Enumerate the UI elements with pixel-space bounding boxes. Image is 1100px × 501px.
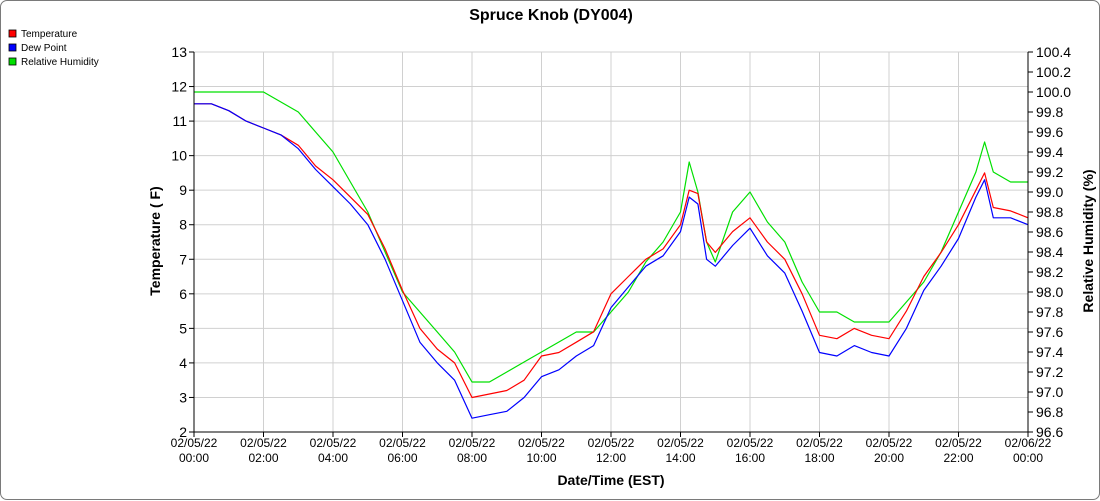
x-tick-time: 18:00 bbox=[804, 451, 834, 465]
x-tick-time: 22:00 bbox=[943, 451, 973, 465]
x-tick-date: 02/05/22 bbox=[657, 436, 704, 450]
legend-swatch bbox=[8, 29, 17, 38]
y-axis-label: Temperature ( F) bbox=[147, 186, 163, 295]
right-tick-label: 100.4 bbox=[1036, 44, 1071, 60]
x-tick-time: 04:00 bbox=[318, 451, 348, 465]
right-tick-label: 97.8 bbox=[1036, 304, 1063, 320]
series-line-dew-point bbox=[194, 103, 1029, 419]
chart-title: Spruce Knob (DY004) bbox=[469, 7, 633, 24]
right-tick-label: 98.8 bbox=[1036, 204, 1063, 220]
x-tick-time: 02:00 bbox=[248, 451, 278, 465]
left-tick-label: 4 bbox=[179, 355, 187, 371]
x-tick-date: 02/05/22 bbox=[588, 436, 635, 450]
right-tick-label: 97.0 bbox=[1036, 384, 1063, 400]
x-tick-date: 02/05/22 bbox=[310, 436, 357, 450]
left-tick-label: 2 bbox=[179, 424, 187, 440]
x-tick-date: 02/05/22 bbox=[866, 436, 913, 450]
series-line-temperature bbox=[194, 103, 1029, 399]
left-tick-label: 5 bbox=[179, 320, 187, 336]
right-tick-label: 96.8 bbox=[1036, 404, 1063, 420]
right-tick-label: 97.2 bbox=[1036, 364, 1063, 380]
right-axis-ticks: 96.6 96.8 97.0 97.2 97.4 97.6 97.8 98.0 98.2 98.4… bbox=[1028, 44, 1071, 440]
right-tick-label: 99.8 bbox=[1036, 104, 1063, 120]
right-tick-label: 100.0 bbox=[1036, 84, 1071, 100]
x-axis-label: Date/Time (EST) bbox=[557, 472, 664, 488]
right-tick-label: 99.4 bbox=[1036, 144, 1063, 160]
series-layer bbox=[194, 91, 1029, 419]
legend-swatch bbox=[8, 43, 17, 52]
legend-label: Relative Humidity bbox=[21, 57, 99, 68]
left-axis-ticks: 2 3 4 5 6 7 8 9 10 11 12 13 bbox=[171, 44, 194, 440]
x-tick-date: 02/05/22 bbox=[796, 436, 843, 450]
x-tick-time: 16:00 bbox=[735, 451, 765, 465]
x-tick-time: 12:00 bbox=[596, 451, 626, 465]
x-tick-date: 02/05/22 bbox=[240, 436, 287, 450]
series-line-relative-humidity bbox=[194, 91, 1028, 383]
x-tick-time: 00:00 bbox=[1013, 451, 1043, 465]
right-tick-label: 99.2 bbox=[1036, 164, 1063, 180]
left-tick-label: 7 bbox=[179, 251, 187, 267]
legend-swatch bbox=[8, 57, 17, 66]
right-tick-label: 97.4 bbox=[1036, 344, 1063, 360]
right-tick-label: 99.6 bbox=[1036, 124, 1063, 140]
left-tick-label: 12 bbox=[171, 79, 187, 95]
x-tick-time: 14:00 bbox=[665, 451, 695, 465]
left-tick-label: 10 bbox=[171, 148, 187, 164]
x-tick-date: 02/05/22 bbox=[449, 436, 496, 450]
right-tick-label: 98.0 bbox=[1036, 284, 1063, 300]
x-tick-date: 02/05/22 bbox=[935, 436, 982, 450]
x-tick-date: 02/05/22 bbox=[518, 436, 565, 450]
left-tick-label: 6 bbox=[179, 286, 187, 302]
x-tick-date: 02/05/22 bbox=[171, 436, 218, 450]
left-tick-label: 11 bbox=[172, 113, 187, 129]
x-tick-date: 02/05/22 bbox=[727, 436, 774, 450]
right-tick-label: 98.6 bbox=[1036, 224, 1063, 240]
right-tick-label: 97.6 bbox=[1036, 324, 1063, 340]
y2-axis-label: Relative Humidity (%) bbox=[1080, 169, 1096, 312]
grid bbox=[193, 51, 1029, 433]
x-tick-time: 10:00 bbox=[526, 451, 556, 465]
right-tick-label: 99.0 bbox=[1036, 184, 1063, 200]
left-tick-label: 3 bbox=[179, 389, 187, 405]
x-tick-time: 20:00 bbox=[874, 451, 904, 465]
left-tick-label: 13 bbox=[171, 44, 187, 60]
left-tick-label: 8 bbox=[179, 217, 187, 233]
legend: Temperature Dew Point Relative Humidity bbox=[8, 29, 99, 68]
x-tick-date: 02/05/22 bbox=[379, 436, 426, 450]
x-tick-time: 08:00 bbox=[457, 451, 487, 465]
right-tick-label: 100.2 bbox=[1036, 64, 1071, 80]
x-axis-ticks: 02/05/2200:0002/05/2202:0002/05/2204:000… bbox=[171, 432, 1052, 465]
right-tick-label: 98.4 bbox=[1036, 244, 1063, 260]
left-tick-label: 9 bbox=[179, 182, 187, 198]
legend-label: Dew Point bbox=[21, 43, 67, 54]
x-tick-time: 06:00 bbox=[387, 451, 417, 465]
legend-label: Temperature bbox=[21, 29, 78, 40]
right-tick-label: 98.2 bbox=[1036, 264, 1063, 280]
x-tick-date: 02/06/22 bbox=[1005, 436, 1052, 450]
right-tick-label: 96.6 bbox=[1036, 424, 1063, 440]
x-tick-time: 00:00 bbox=[179, 451, 209, 465]
